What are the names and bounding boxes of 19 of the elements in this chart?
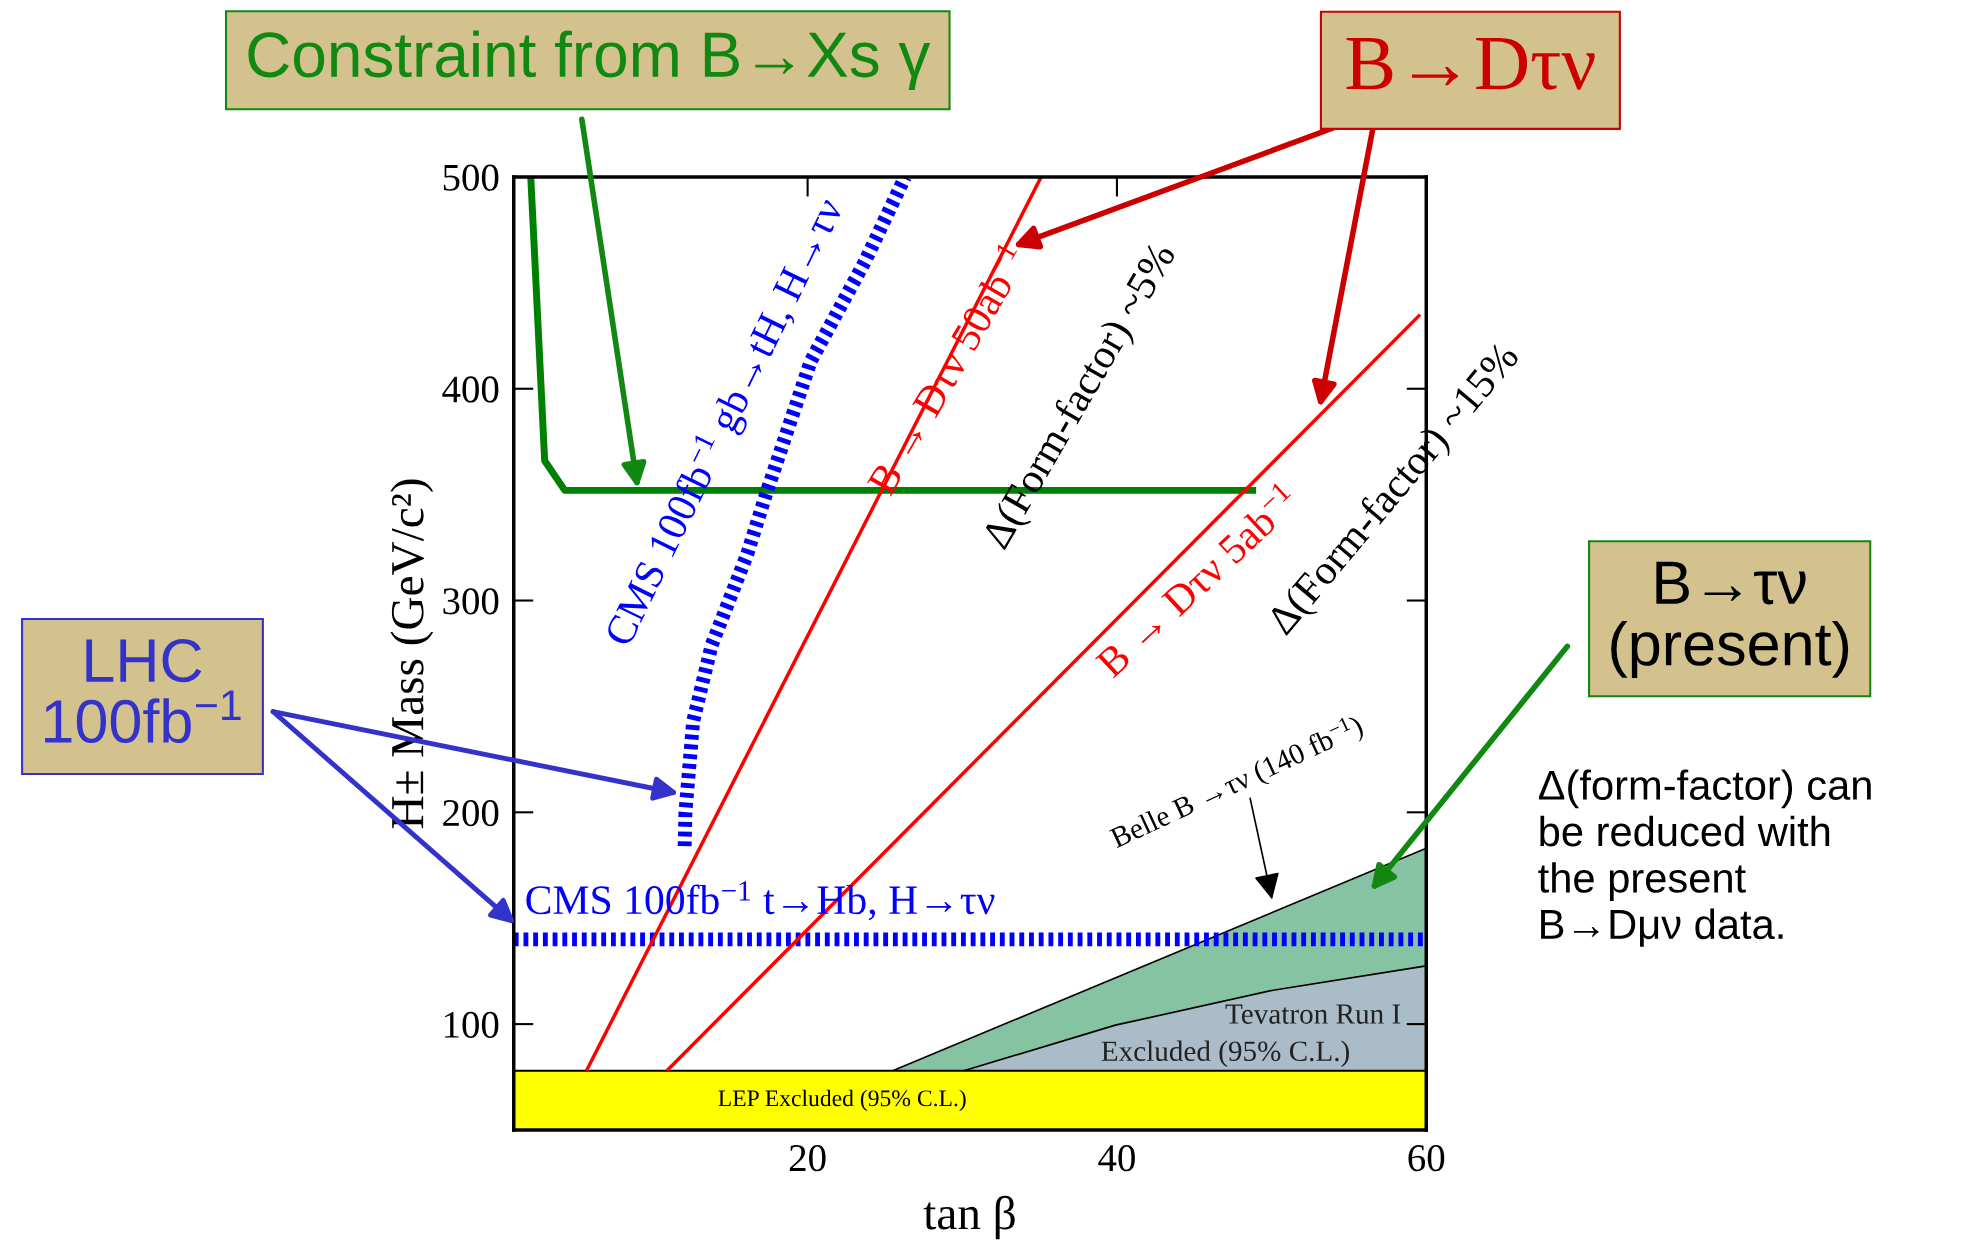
y-tick-label: 200 bbox=[443, 799, 499, 827]
annotation: Tevatron Run I bbox=[1225, 1004, 1401, 1024]
band-label: LEP Excluded (95% C.L.) bbox=[718, 1089, 966, 1112]
text: B→τν (present) bbox=[1611, 561, 1849, 678]
y-tick-label: 100 bbox=[444, 1011, 499, 1038]
y-tick-label: 300 bbox=[443, 588, 499, 615]
annotation: CMS 100fb$^{−1}$ gb→tH, H→τν bbox=[599, 193, 852, 652]
text: Constraint from B→Xs γ bbox=[248, 30, 931, 90]
annotation: Excluded (95% C.L.) bbox=[1101, 1040, 1349, 1067]
x-tick-label: 20 bbox=[789, 1145, 826, 1172]
text: Δ(form-factor) can be reduced with the present B→Dμν data. bbox=[1538, 769, 1871, 947]
text: LHC 100fb$^{−1}$ bbox=[45, 638, 241, 744]
text: B→Dτν bbox=[1346, 38, 1595, 90]
x-tick-label: 60 bbox=[1408, 1145, 1445, 1172]
x-axis-title: tan β bbox=[923, 1195, 1015, 1240]
x-tick-label: 40 bbox=[1098, 1145, 1135, 1172]
y-tick-label: 500 bbox=[443, 164, 499, 191]
annotation: Belle B →τν (140 fb$^{−1}$) bbox=[1107, 712, 1367, 854]
y-tick-label: 400 bbox=[442, 376, 499, 403]
